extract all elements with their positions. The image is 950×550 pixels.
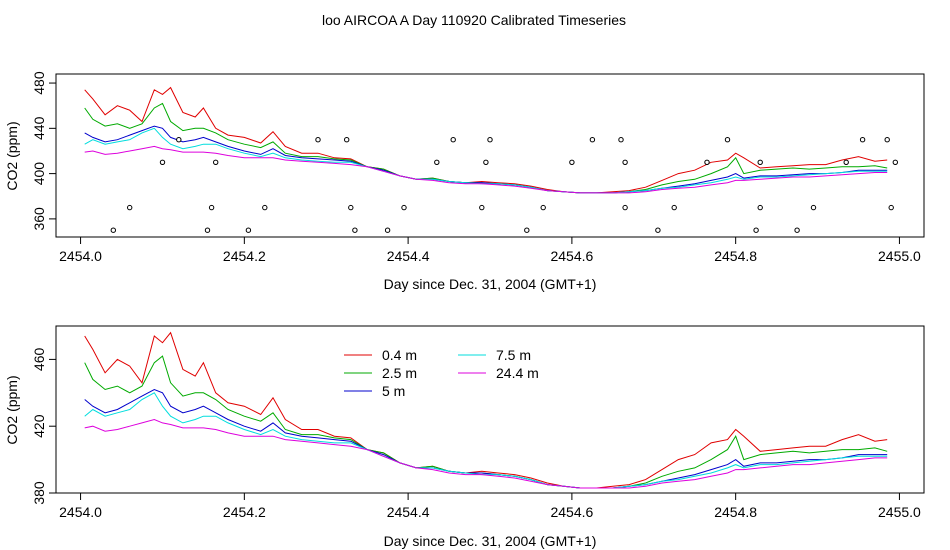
data-marker [724, 137, 731, 143]
data-marker [671, 204, 677, 211]
data-marker [888, 204, 894, 211]
x-tick-label: 2454.6 [550, 248, 593, 264]
data-marker [757, 159, 763, 166]
data-marker [315, 137, 321, 143]
series-line-1 [84, 355, 888, 489]
x-axis: 2454.0 2454.2 2454.4 2454.6 2454.8 2455.0 [59, 492, 921, 520]
y-tick-label: 480 [31, 71, 47, 95]
y-axis-label: CO2 (ppm) [4, 121, 20, 190]
y-axis: 360 400 440 480 [31, 71, 57, 231]
data-marker [434, 159, 440, 166]
data-marker [794, 227, 800, 233]
data-marker [159, 159, 166, 166]
data-marker [622, 204, 628, 211]
x-tick-label: 2454.0 [59, 248, 102, 264]
data-marker [127, 204, 133, 211]
x-tick-label: 2454.6 [550, 504, 593, 520]
panel-calibrated-with-markers: 2454.0 2454.2 2454.4 2454.6 2454.8 2455.0 360… [4, 71, 925, 292]
data-marker [540, 204, 546, 211]
x-tick-label: 2455.0 [878, 248, 921, 264]
data-marker [569, 159, 575, 166]
x-tick-label: 2454.8 [714, 248, 757, 264]
legend-label: 2.5 m [382, 365, 417, 381]
data-marker [884, 137, 890, 143]
data-marker [401, 204, 407, 211]
series-group [84, 86, 888, 194]
y-tick-label: 400 [31, 162, 47, 186]
series-line-2 [84, 388, 888, 489]
data-marker [810, 204, 817, 211]
x-axis: 2454.0 2454.2 2454.4 2454.6 2454.8 2455.0 [59, 236, 921, 264]
data-marker [213, 159, 219, 166]
data-marker [622, 159, 628, 166]
y-tick-label: 360 [31, 207, 47, 231]
data-marker [262, 204, 268, 211]
data-marker [589, 137, 596, 143]
data-marker [344, 137, 350, 143]
x-tick-label: 2454.2 [223, 504, 266, 520]
data-marker [479, 204, 485, 211]
data-marker [524, 227, 530, 233]
data-marker [204, 227, 211, 233]
data-marker [110, 227, 117, 233]
data-marker [208, 204, 215, 211]
plot-box [55, 325, 925, 494]
legend-label: 0.4 m [382, 347, 417, 363]
y-axis: 380 420 460 [31, 348, 57, 505]
data-marker [892, 159, 898, 166]
x-tick-label: 2454.0 [59, 504, 102, 520]
x-axis-label: Day since Dec. 31, 2004 (GMT+1) [384, 533, 597, 549]
data-marker [450, 137, 456, 143]
legend: 0.4 m 2.5 m 5 m 7.5 m 24.4 m [344, 347, 539, 399]
data-marker [704, 159, 710, 166]
legend-label: 24.4 m [496, 365, 539, 381]
data-marker [384, 227, 391, 233]
series-group [84, 331, 888, 489]
series-line-4 [84, 418, 888, 489]
figure-title: loo AIRCOA A Day 110920 Calibrated Times… [322, 12, 626, 28]
marker-group [110, 137, 898, 233]
x-tick-label: 2455.0 [878, 504, 921, 520]
data-marker [176, 137, 182, 143]
legend-label: 5 m [382, 383, 405, 399]
y-tick-label: 440 [31, 116, 47, 140]
series-line-3 [84, 127, 888, 194]
data-marker [245, 227, 252, 233]
data-marker [655, 227, 661, 233]
y-tick-label: 460 [31, 348, 47, 372]
data-marker [757, 204, 763, 211]
data-marker [843, 159, 849, 166]
x-tick-label: 2454.8 [714, 504, 757, 520]
data-marker [487, 137, 493, 143]
series-line-4 [84, 145, 888, 194]
legend-label: 7.5 m [496, 347, 531, 363]
x-tick-label: 2454.4 [387, 504, 430, 520]
data-marker [348, 204, 354, 211]
data-marker [859, 137, 866, 143]
plot-box [55, 73, 925, 238]
series-line-2 [84, 125, 888, 194]
y-axis-label: CO2 (ppm) [4, 375, 20, 444]
data-marker [352, 227, 358, 233]
x-tick-label: 2454.2 [223, 248, 266, 264]
series-line-3 [84, 392, 888, 489]
x-tick-label: 2454.4 [387, 248, 430, 264]
panel-calibrated-with-legend: 2454.0 2454.2 2454.4 2454.6 2454.8 2455.0 380… [4, 325, 925, 549]
y-tick-label: 420 [31, 414, 47, 438]
data-marker [618, 137, 624, 143]
data-marker [753, 227, 759, 233]
data-marker [483, 159, 489, 166]
x-axis-label: Day since Dec. 31, 2004 (GMT+1) [384, 276, 597, 292]
y-tick-label: 380 [31, 481, 47, 505]
series-line-1 [84, 102, 888, 194]
